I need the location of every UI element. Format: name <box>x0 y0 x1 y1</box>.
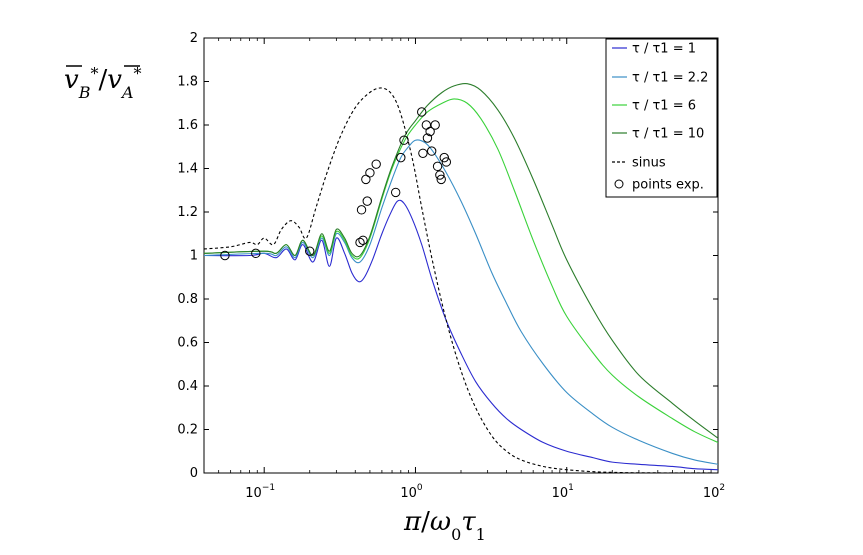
y-tick-label: 1.2 <box>177 205 198 220</box>
x-axis: 10−1 100 101 102 <box>203 38 725 501</box>
x-axis-title: π/ω0τ1 <box>403 507 486 544</box>
data-point <box>220 250 230 261</box>
data-point <box>421 120 432 130</box>
data-point <box>418 148 428 158</box>
series-line-4 <box>204 87 718 473</box>
legend-label: τ / τ1 = 1 <box>632 42 696 57</box>
y-tick-label: 0 <box>190 466 198 481</box>
data-point <box>422 133 433 143</box>
data-point <box>441 157 452 167</box>
x-tick-label: 101 <box>552 483 574 501</box>
svg-text:π/ω0τ1: π/ω0τ1 <box>403 507 486 544</box>
y-tick-label: 2 <box>190 31 198 46</box>
y-tick-label: 0.2 <box>177 423 198 438</box>
data-point <box>439 152 449 163</box>
data-point <box>425 126 435 137</box>
data-point <box>356 205 367 215</box>
y-tick-label: 1.4 <box>177 162 198 177</box>
series-line-3 <box>204 82 718 439</box>
legend-label: sinus <box>632 156 666 171</box>
data-point <box>435 170 445 180</box>
legend: τ / τ1 = 1 τ / τ1 = 2.2 τ / τ1 = 6 τ / τ1 =… <box>605 38 718 198</box>
svg-text:vB*/vA*: vB*/vA* <box>64 64 142 102</box>
y-tick-label: 1.6 <box>177 118 198 133</box>
series-line-1 <box>204 139 718 465</box>
data-point <box>371 159 381 169</box>
series-line-0 <box>204 199 718 471</box>
y-tick-label: 0.6 <box>177 336 198 351</box>
legend-label: points exp. <box>632 178 704 193</box>
data-point <box>426 146 437 156</box>
y-tick-label: 0.8 <box>177 292 198 307</box>
data-point <box>396 152 406 163</box>
data-point <box>390 187 401 198</box>
data-point <box>358 235 368 245</box>
y-tick-label: 0.4 <box>177 379 198 394</box>
y-tick-label: 1 <box>190 249 198 264</box>
y-tick-label: 1.8 <box>177 75 198 90</box>
legend-marker <box>614 179 624 189</box>
data-point <box>436 174 446 185</box>
x-tick-label: 10−1 <box>245 483 275 501</box>
series-layer <box>204 82 718 473</box>
scatter-layer <box>220 107 452 261</box>
data-point <box>365 168 375 178</box>
data-point <box>432 161 443 172</box>
legend-label: τ / τ1 = 10 <box>632 127 704 142</box>
ylabel-vb: v <box>64 65 79 95</box>
x-tick-label: 100 <box>400 483 423 501</box>
data-point <box>399 135 409 145</box>
legend-label: τ / τ1 = 2.2 <box>632 71 708 86</box>
data-point <box>362 196 372 206</box>
legend-label: τ / τ1 = 6 <box>632 99 696 114</box>
data-point <box>305 246 315 256</box>
data-point <box>417 107 427 117</box>
y-axis: 0 0.2 0.4 0.6 0.8 1 1.2 1.4 1.6 1.8 2 <box>177 31 718 481</box>
data-point <box>251 248 261 259</box>
legend-box <box>605 38 718 198</box>
data-point <box>430 120 440 130</box>
data-point <box>355 237 365 248</box>
y-axis-title: vB*/vA* <box>64 64 142 102</box>
x-tick-label: 102 <box>703 483 725 501</box>
